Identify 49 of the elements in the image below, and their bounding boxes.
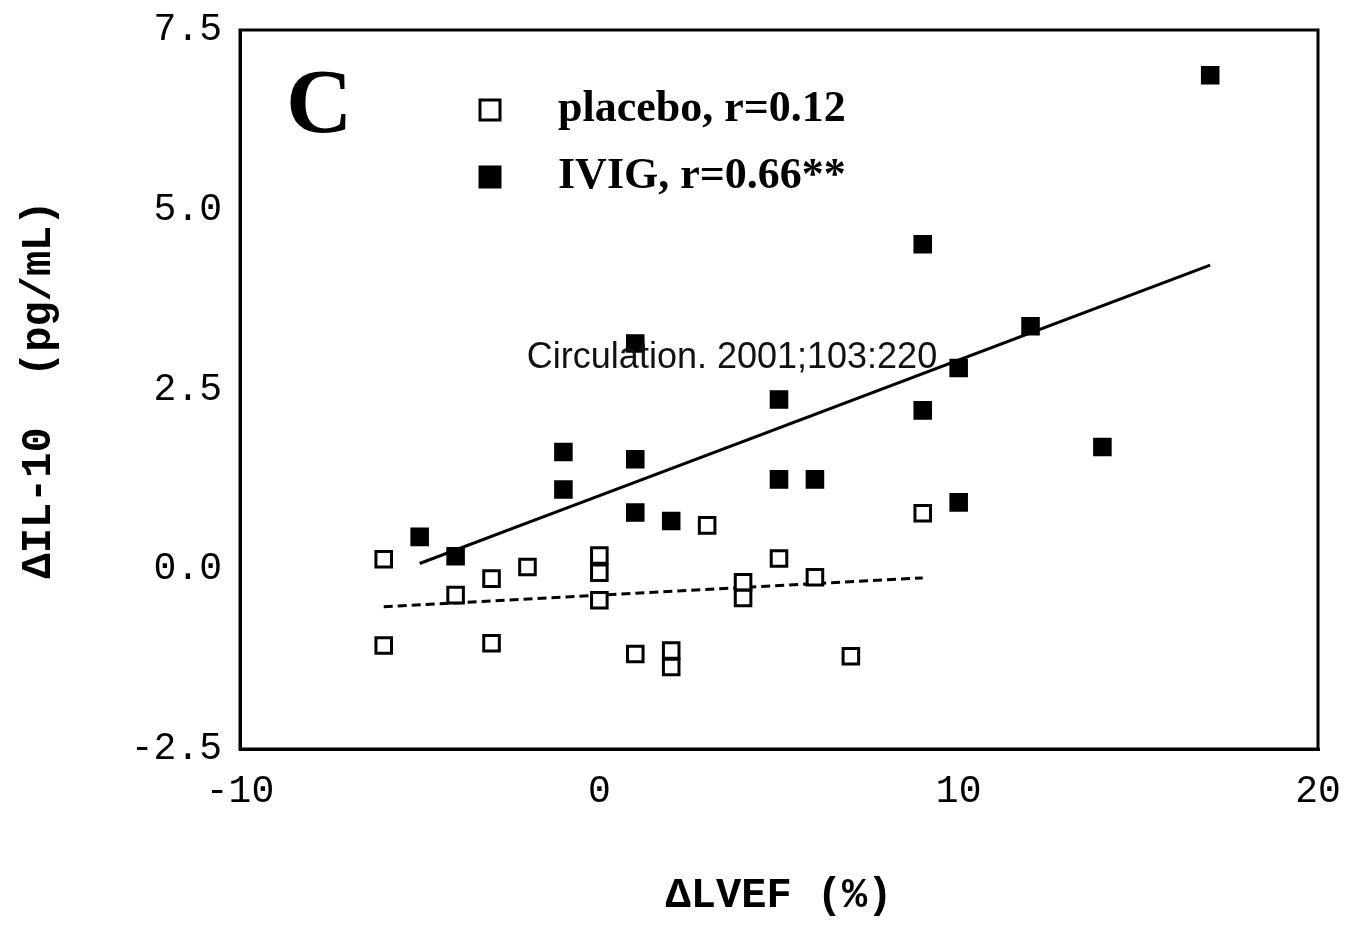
- point: [661, 511, 681, 531]
- point: [446, 547, 465, 566]
- point: [374, 636, 394, 655]
- point: [733, 588, 753, 608]
- y-axis-title: ΔIL-10 (pg/mL): [14, 200, 63, 579]
- point: [1200, 66, 1220, 85]
- point: [625, 644, 645, 664]
- legend-label: placebo, r=0.12: [558, 82, 846, 132]
- x-tick-label: -10: [205, 769, 275, 813]
- point: [625, 503, 645, 522]
- point: [554, 442, 573, 462]
- point: [805, 567, 825, 587]
- point: [913, 401, 933, 420]
- y-tick-label: -2.5: [130, 727, 222, 771]
- annotation: C: [286, 50, 353, 152]
- point: [913, 503, 933, 523]
- point: [410, 527, 429, 547]
- point: [482, 634, 501, 653]
- point: [769, 470, 789, 489]
- x-tick-label: 0: [587, 769, 611, 813]
- point: [482, 569, 501, 588]
- point: [1093, 437, 1112, 457]
- point: [913, 234, 933, 254]
- y-tick-label: 5.0: [153, 187, 222, 231]
- x-axis-title: ΔLVEF (%): [665, 872, 893, 921]
- point: [446, 585, 465, 605]
- point: [554, 480, 573, 499]
- point: [590, 563, 609, 583]
- x-tick-label: 10: [935, 769, 982, 813]
- x-tick-label: 20: [1295, 769, 1341, 813]
- point: [590, 590, 609, 610]
- point: [1021, 316, 1040, 336]
- point: [661, 641, 681, 660]
- point: [769, 549, 789, 568]
- point: [518, 557, 537, 577]
- y-tick-label: 7.5: [153, 8, 222, 52]
- point: [949, 493, 968, 512]
- y-tick-label: 2.5: [153, 367, 222, 411]
- point: [661, 657, 681, 677]
- point: [590, 546, 609, 565]
- point: [949, 358, 968, 378]
- point: [374, 549, 394, 569]
- y-tick-label: 0.0: [153, 547, 222, 591]
- point: [697, 516, 717, 535]
- legend-label: IVIG, r=0.66**: [558, 149, 846, 199]
- point: [625, 449, 645, 469]
- point: [805, 470, 825, 489]
- point: [769, 390, 789, 409]
- point: [841, 646, 861, 666]
